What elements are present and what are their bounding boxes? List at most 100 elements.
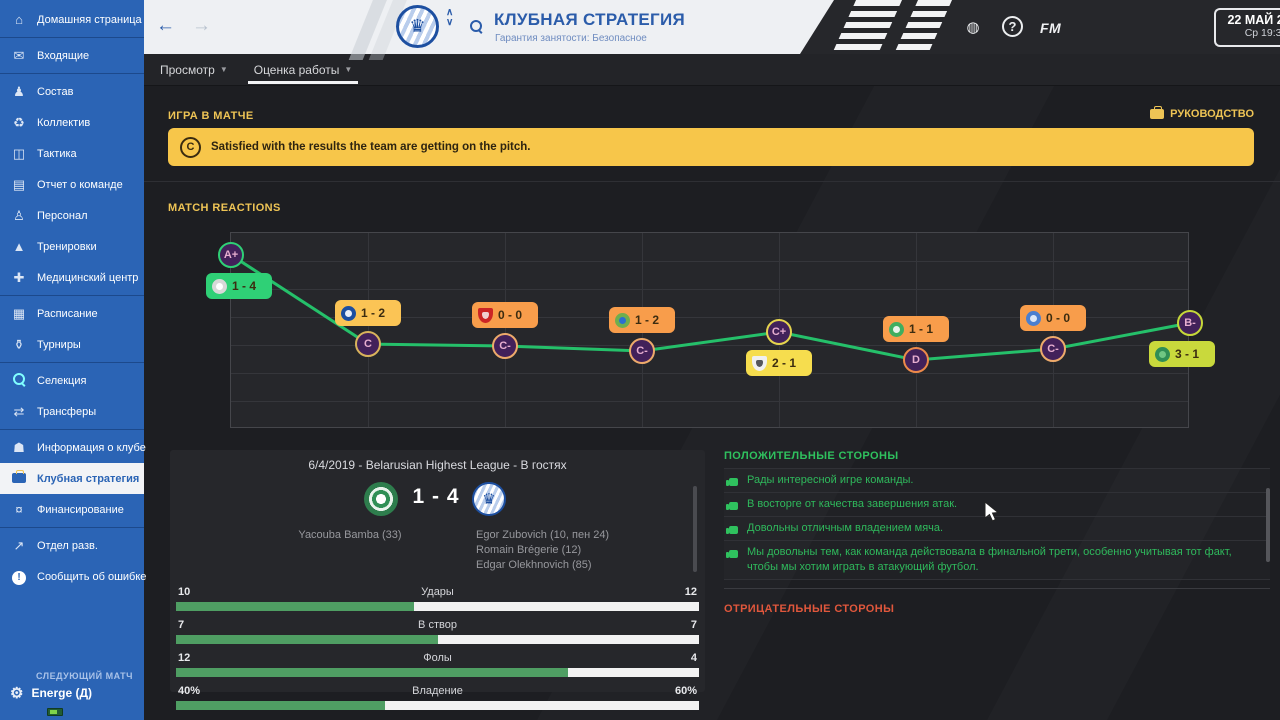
positive-text: Довольны отличным владением мяча.: [747, 522, 944, 534]
score-badge-4[interactable]: 1 - 2: [609, 307, 675, 333]
score-badge-6[interactable]: 1 - 1: [883, 316, 949, 342]
board-feedback-banner[interactable]: C Satisfied with the results the team ar…: [168, 128, 1254, 166]
badge-score: 1 - 2: [635, 313, 660, 327]
tactics-icon: ◫: [12, 145, 26, 161]
sidebar-item-staff[interactable]: ♙ Персонал: [0, 200, 144, 231]
match-panel-scrollbar[interactable]: [693, 486, 697, 572]
sidebar-item-dynamics[interactable]: ♻ Коллектив: [0, 107, 144, 138]
page-subtitle: Гарантия занятости: Безопасное: [495, 33, 647, 44]
positive-text: В восторге от качества завершения атак.: [747, 498, 958, 510]
help-icon[interactable]: ?: [1002, 16, 1023, 37]
transfers-icon: ⇄: [13, 403, 25, 419]
match-node-4[interactable]: C-: [629, 338, 655, 364]
stat-bar: [176, 701, 699, 710]
stat-label: В створ: [418, 619, 457, 631]
sidebar-item-medical-centre[interactable]: ✚ Медицинский центр: [0, 262, 144, 293]
match-header: 6/4/2019 - Belarusian Highest League - В…: [308, 458, 567, 472]
score-badge-3[interactable]: 0 - 0: [472, 302, 538, 328]
sidebar-item-inbox[interactable]: ✉ Входящие: [0, 40, 144, 71]
next-match-opponent: Energe (Д): [31, 686, 93, 700]
guide-label: РУКОВОДСТВО: [1170, 108, 1254, 120]
gridline: [231, 261, 1188, 262]
score-badge-5[interactable]: 2 - 1: [746, 350, 812, 376]
finances-icon: ¤: [15, 502, 23, 517]
match-node-8[interactable]: B-: [1177, 310, 1203, 336]
back-button[interactable]: ←: [156, 15, 175, 36]
club-switch-chevrons[interactable]: ∧ ∨: [446, 7, 454, 28]
team-report-icon: ▤: [12, 176, 26, 192]
match-node-7[interactable]: C-: [1040, 336, 1066, 362]
negatives-title: ОТРИЦАТЕЛЬНЫЕ СТОРОНЫ: [724, 603, 895, 615]
scorer: Romain Brégerie (12): [476, 544, 582, 556]
sidebar-item-finances[interactable]: ¤ Финансирование: [0, 494, 144, 525]
tab-assessment[interactable]: Оценка работы ▼: [247, 54, 358, 86]
divider: [144, 181, 1280, 182]
chevron-down-icon: ▼: [344, 65, 353, 74]
sidebar-item-label: Коллектив: [37, 116, 91, 129]
sidebar-item-label: Состав: [37, 85, 74, 98]
match-node-5[interactable]: C+: [766, 319, 792, 345]
next-match-widget[interactable]: СЛЕДУЮЩИЙ МАТЧ ⚙ Energe (Д): [0, 671, 144, 716]
sidebar-item-scouting[interactable]: Селекция: [0, 365, 144, 396]
sidebar-item-training[interactable]: ▲ Тренировки: [0, 231, 144, 262]
match-reactions-chart: A+ 1 - 4 C 1 - 2 C- 0 - 0 C- 1 - 2 C+ 2 - 1 D 1 - 1…: [206, 232, 1215, 428]
sidebar-item-team-report[interactable]: ▤ Отчет о команде: [0, 169, 144, 200]
opponent-logo-icon: [212, 278, 227, 294]
search-icon[interactable]: [470, 20, 482, 32]
stat-bar: [176, 635, 699, 644]
dev-centre-icon: ↗: [13, 537, 25, 553]
sidebar-item-home[interactable]: ⌂ Домашняя страница: [0, 4, 144, 35]
sidebar-item-label: Тренировки: [37, 240, 97, 253]
sidebar-item-label: Турниры: [37, 338, 81, 351]
thumbs-up-icon: [726, 475, 738, 486]
match-node-3[interactable]: C-: [492, 333, 518, 359]
score-badge-8[interactable]: 3 - 1: [1149, 341, 1215, 367]
scorer: Egor Zubovich (10, пен 24): [476, 529, 610, 541]
sidebar-item-club-info[interactable]: ☗ Информация о клубе: [0, 432, 146, 463]
social-globe-icon[interactable]: ◍: [966, 19, 980, 36]
away-scorers: Egor Zubovich (10, пен 24) Romain Brégeri…: [476, 528, 696, 573]
banner-text: Satisfied with the results the team are …: [211, 141, 531, 153]
sidebar-item-club-vision[interactable]: Клубная стратегия: [0, 463, 144, 494]
gridline: [231, 373, 1188, 374]
match-node-2[interactable]: C: [355, 331, 381, 357]
sidebar-item-label: Расписание: [37, 307, 98, 320]
sidebar-item-label: Информация о клубе: [37, 441, 146, 454]
score-badge-7[interactable]: 0 - 0: [1020, 305, 1086, 331]
gridline: [231, 345, 1188, 346]
score-badge-2[interactable]: 1 - 2: [335, 300, 401, 326]
tab-overview[interactable]: Просмотр ▼: [160, 54, 228, 86]
away-team-logo[interactable]: ♛: [472, 482, 506, 516]
sidebar-separator: [0, 37, 144, 38]
positives-scrollbar[interactable]: [1266, 488, 1270, 562]
home-team-logo[interactable]: [364, 482, 398, 516]
positives-title: ПОЛОЖИТЕЛЬНЫЕ СТОРОНЫ: [724, 450, 899, 462]
match-node-1[interactable]: A+: [218, 242, 244, 268]
sidebar-item-squad[interactable]: ♟ Состав: [0, 76, 144, 107]
section-title-match-board: ИГРА В МАТЧЕ: [168, 110, 254, 122]
page-title: КЛУБНАЯ СТРАТЕГИЯ: [494, 10, 686, 29]
stat-row-Владение: 40% Владение 60%: [170, 681, 705, 714]
sidebar-item-transfers[interactable]: ⇄ Трансферы: [0, 396, 144, 427]
guide-button[interactable]: РУКОВОДСТВО: [1150, 106, 1254, 120]
sidebar-item-report-bug[interactable]: ! Сообщить об ошибке: [0, 561, 146, 592]
gridline: [505, 233, 506, 427]
club-badge[interactable]: ♛: [396, 5, 439, 48]
sidebar-item-tactics[interactable]: ◫ Тактика: [0, 138, 144, 169]
forward-button[interactable]: →: [192, 15, 211, 36]
sidebar-item-competitions[interactable]: ⚱ Турниры: [0, 329, 144, 360]
sidebar-item-dev-centre[interactable]: ↗ Отдел разв.: [0, 530, 144, 561]
next-match-label: СЛЕДУЮЩИЙ МАТЧ: [36, 671, 133, 681]
stat-bar: [176, 602, 699, 611]
time-text: Ср 19:30: [1244, 27, 1280, 39]
badge-score: 1 - 1: [909, 322, 934, 336]
score-badge-1[interactable]: 1 - 4: [206, 273, 272, 299]
opponent-logo-icon: [1155, 346, 1170, 362]
sidebar-item-schedule[interactable]: ▦ Расписание: [0, 298, 144, 329]
scorer: Yacouba Bamba (33): [298, 529, 402, 541]
sidebar-separator: [0, 295, 144, 296]
sidebar-item-label: Отчет о команде: [37, 178, 123, 191]
battery-icon: [47, 708, 63, 716]
match-node-6[interactable]: D: [903, 347, 929, 373]
content: ИГРА В МАТЧЕ РУКОВОДСТВО C Satisfied wit…: [144, 86, 1280, 720]
